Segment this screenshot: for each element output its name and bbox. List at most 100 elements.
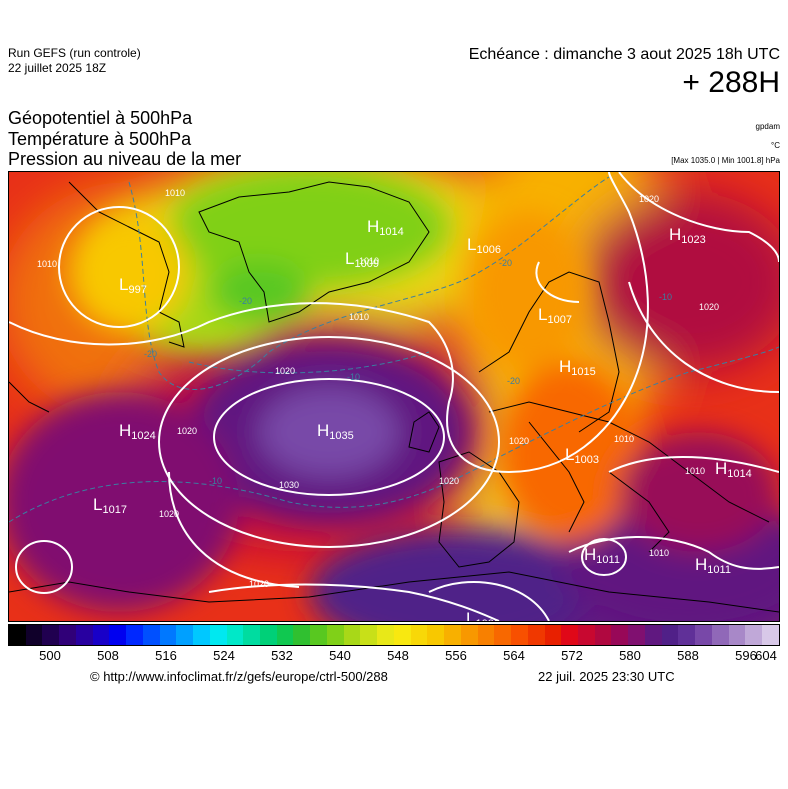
colorbar-cell bbox=[511, 625, 528, 645]
high-pressure-center: H1014 bbox=[367, 217, 404, 238]
colorbar-tick-label: 580 bbox=[619, 648, 641, 663]
low-pressure-center: L1006 bbox=[467, 235, 501, 256]
colorbar-cell bbox=[611, 625, 629, 645]
isotherm-label: -10 bbox=[347, 372, 360, 382]
high-pressure-center: H1015 bbox=[559, 357, 596, 378]
colorbar-cell bbox=[594, 625, 612, 645]
colorbar-cell bbox=[343, 625, 361, 645]
colorbar-cell bbox=[25, 625, 43, 645]
isobar-label: 1020 bbox=[177, 426, 197, 436]
isobar-label: 1020 bbox=[159, 509, 179, 519]
colorbar-tick-label: 564 bbox=[503, 648, 525, 663]
param-temperature: Température à 500hPa bbox=[8, 129, 192, 149]
colorbar-cell bbox=[9, 625, 26, 645]
unit-temperature: °C bbox=[771, 141, 780, 150]
colorbar-cell bbox=[444, 625, 461, 645]
colorbar-cell bbox=[527, 625, 545, 645]
isobar-label: 1010 bbox=[349, 312, 369, 322]
forecast-horizon: + 288H bbox=[682, 66, 780, 99]
colorbar-cell bbox=[460, 625, 478, 645]
colorbar-cell bbox=[661, 625, 679, 645]
colorbar-cell bbox=[393, 625, 411, 645]
colorbar-tick-label: 596 bbox=[735, 648, 757, 663]
colorbar-cell bbox=[745, 625, 763, 645]
colorbar-cell bbox=[544, 625, 562, 645]
colorbar-tick-label: 516 bbox=[155, 648, 177, 663]
isotherm-labels: -20 -20 -20 -10 -10 -10 -20 bbox=[144, 258, 672, 486]
colorbar-cell bbox=[159, 625, 177, 645]
colorbar-tick-label: 572 bbox=[561, 648, 583, 663]
map-canvas: H1014 L1006 L1009 L997 H1023 L1007 H1015 H1035 H… bbox=[9, 172, 779, 621]
colorbar-cell bbox=[494, 625, 512, 645]
colorbar-tick-label: 532 bbox=[271, 648, 293, 663]
colorbar-cell bbox=[42, 625, 60, 645]
run-title: Run GEFS (run controle) bbox=[8, 46, 141, 60]
high-pressure-center: H1014 bbox=[715, 459, 752, 480]
unit-geopotential: gpdam bbox=[755, 122, 780, 131]
colorbar-cell bbox=[762, 625, 779, 645]
low-pressure-center: L1009 bbox=[345, 249, 379, 270]
low-pressure-center: L1001 bbox=[466, 609, 500, 621]
isobars bbox=[9, 172, 779, 621]
colorbar-cell bbox=[176, 625, 194, 645]
colorbar-cell bbox=[326, 625, 344, 645]
geopotential-shading bbox=[9, 172, 779, 621]
coastlines bbox=[9, 181, 779, 613]
low-pressure-center: L1003 bbox=[565, 445, 599, 466]
isobar-labels: 1010 1010 1010 1020 1020 1020 1020 1030 1020 1020… bbox=[37, 188, 719, 589]
colorbar-cell bbox=[427, 625, 445, 645]
isobar-label: 1020 bbox=[699, 302, 719, 312]
colorbar-cell bbox=[276, 625, 294, 645]
colorbar-tick-label: 588 bbox=[677, 648, 699, 663]
colorbar-cell bbox=[209, 625, 227, 645]
colorbar-cell bbox=[410, 625, 428, 645]
isobar-label: 1010 bbox=[685, 466, 705, 476]
isobar-label: 1020 bbox=[639, 194, 659, 204]
colorbar-cell bbox=[226, 625, 244, 645]
low-pressure-center: L1007 bbox=[538, 305, 572, 326]
colorbar-cell bbox=[695, 625, 712, 645]
isobar-label: 1030 bbox=[279, 480, 299, 490]
colorbar-cell bbox=[310, 625, 327, 645]
low-pressure-center: L1017 bbox=[93, 495, 127, 516]
param-pressure: Pression au niveau de la mer bbox=[8, 149, 242, 169]
source-credit[interactable]: © http://www.infoclimat.fr/z/gefs/europe… bbox=[90, 669, 388, 684]
param-geopotential: Géopotentiel à 500hPa bbox=[8, 108, 193, 128]
isobar-label: 1010 bbox=[37, 259, 57, 269]
isotherms bbox=[9, 176, 779, 523]
isotherm-label: -10 bbox=[209, 476, 222, 486]
colorbar-ticks: 500 508 516 524 532 540 548 556 564 572 580 588 596 6… bbox=[8, 648, 780, 666]
isobar-label: 1010 bbox=[359, 256, 379, 266]
colorbar-tick-label: 548 bbox=[387, 648, 409, 663]
colorbar-cell bbox=[678, 625, 696, 645]
colorbar-cell bbox=[126, 625, 143, 645]
isotherm-label: -20 bbox=[144, 349, 157, 359]
isotherm-label: -20 bbox=[239, 296, 252, 306]
high-pressure-center: H1011 bbox=[695, 555, 731, 576]
unit-pressure-range: [Max 1035.0 | Min 1001.8] hPa bbox=[671, 156, 780, 165]
colorbar-tick-label: 508 bbox=[97, 648, 119, 663]
colorbar-cell bbox=[59, 625, 76, 645]
isobar-label: 1020 bbox=[275, 366, 295, 376]
isotherm-label: -20 bbox=[499, 258, 512, 268]
high-pressure-center: H1024 bbox=[119, 421, 156, 442]
isobar-label: 1020 bbox=[249, 579, 269, 589]
colorbar-cell bbox=[377, 625, 394, 645]
colorbar-cell bbox=[193, 625, 210, 645]
colorbar-cell bbox=[92, 625, 110, 645]
run-date: 22 juillet 2025 18Z bbox=[8, 61, 107, 75]
isobar-label: 1010 bbox=[614, 434, 634, 444]
low-pressure-center: L997 bbox=[119, 275, 147, 296]
colorbar-tick-label: 540 bbox=[329, 648, 351, 663]
colorbar-cell bbox=[477, 625, 495, 645]
colorbar-cell bbox=[75, 625, 93, 645]
geopotential-colorbar bbox=[8, 624, 780, 646]
generation-time: 22 juil. 2025 23:30 UTC bbox=[538, 669, 675, 684]
isobar-label: 1010 bbox=[649, 548, 669, 558]
pressure-centers: H1014 L1006 L1009 L997 H1023 L1007 H1015 H1035 H… bbox=[93, 217, 752, 621]
colorbar-tick-label: 500 bbox=[39, 648, 61, 663]
colorbar-tick-label: 556 bbox=[445, 648, 467, 663]
colorbar-cell bbox=[293, 625, 311, 645]
colorbar-cell bbox=[109, 625, 127, 645]
high-pressure-center: H1011 bbox=[584, 545, 620, 566]
